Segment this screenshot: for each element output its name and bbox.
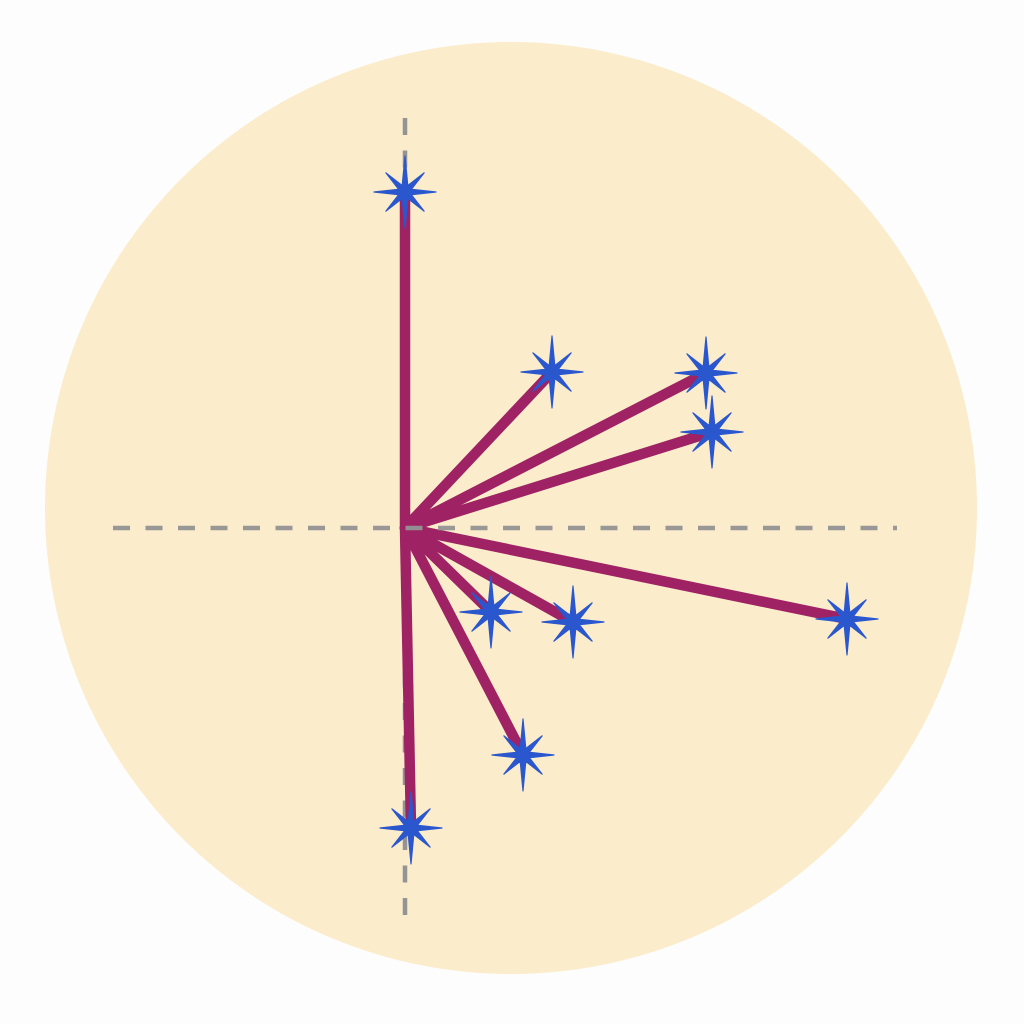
vector-line — [399, 522, 417, 834]
star-marker-core — [398, 185, 412, 199]
star-marker-core — [699, 366, 713, 380]
star-marker-core — [516, 748, 530, 762]
star-marker-core — [705, 425, 719, 439]
star-marker-core — [545, 365, 559, 379]
vector-line — [399, 367, 712, 534]
star-marker-core — [840, 612, 854, 626]
vector-line — [399, 522, 853, 625]
vector-line — [399, 522, 579, 628]
star-marker-core — [404, 821, 418, 835]
chart-background-circle — [45, 42, 977, 974]
star-marker-core — [484, 605, 498, 619]
star-marker-core — [566, 615, 580, 629]
vector-line — [399, 426, 718, 534]
vector-line — [399, 522, 529, 761]
vector-line — [399, 366, 558, 534]
